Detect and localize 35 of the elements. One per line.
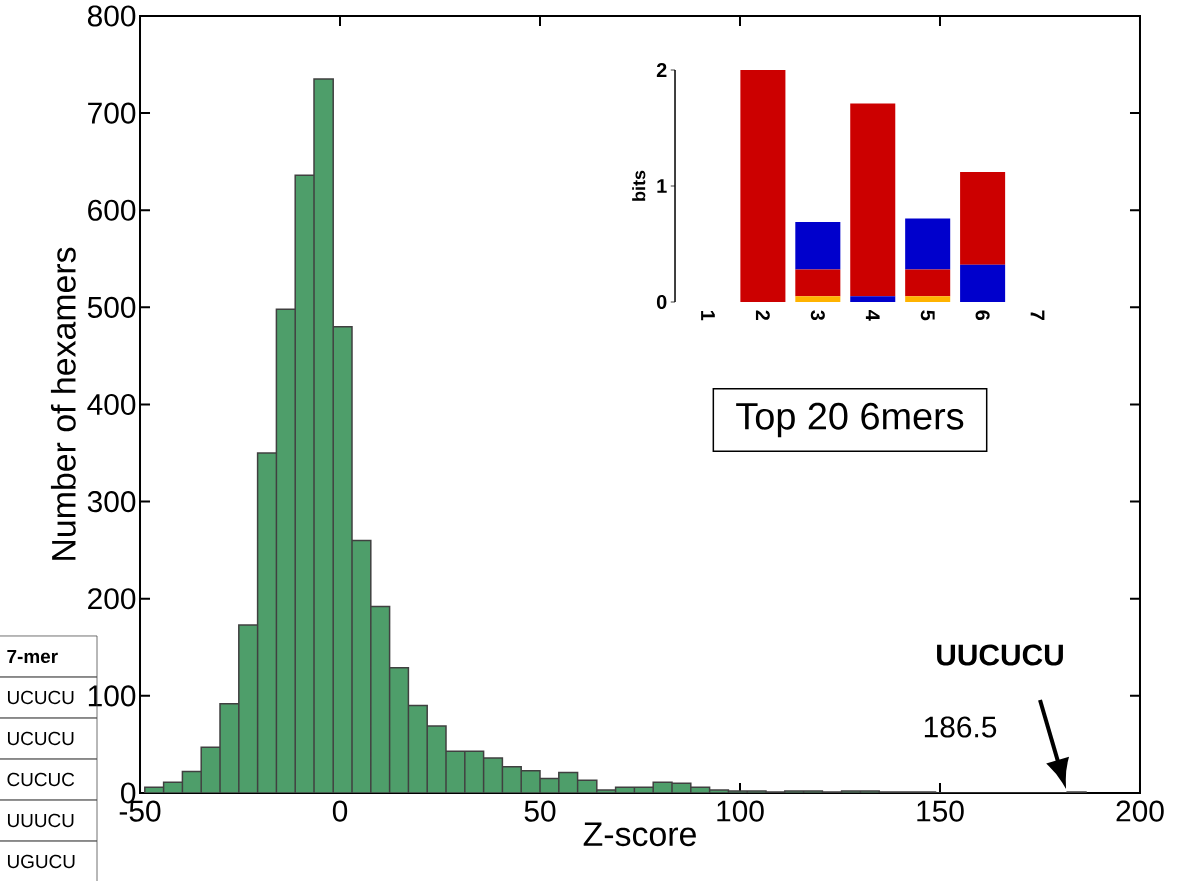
y-tick-label: 700 — [88, 102, 136, 124]
y-tick-label: 2 — [656, 63, 667, 77]
y-tick-label: 500 — [87, 296, 136, 318]
x-axis-title: Z-score — [583, 822, 696, 847]
y-tick-label: 800 — [87, 5, 136, 27]
x-tick-label: 6 — [975, 310, 990, 321]
x-tick-label: 4 — [865, 310, 880, 321]
x-tick-label: 3 — [810, 310, 825, 321]
x-tick-label: 100 — [717, 800, 764, 822]
y-tick-label: 0 — [656, 294, 667, 310]
annotation: UUCUCU — [937, 644, 1063, 666]
text: UGUCU — [7, 854, 75, 869]
text: UUUCU — [7, 813, 74, 828]
x-tick-label: 7 — [1030, 310, 1045, 320]
text: UCUCU — [7, 690, 74, 705]
text: CUCUC — [7, 772, 75, 787]
x-tick-label: 50 — [524, 800, 556, 822]
x-tick-label: 2 — [755, 310, 770, 321]
annotation: Top 20 6mers — [736, 402, 964, 438]
y-axis-title: Number of hexamers — [50, 247, 76, 560]
y-tick-label: 600 — [88, 199, 136, 221]
y-tick-label: 300 — [87, 491, 136, 513]
y-tick-label: 400 — [87, 393, 136, 416]
y-tick-label: 1 — [657, 179, 667, 193]
y-tick-label: 200 — [88, 588, 136, 610]
y-tick-label: 100 — [88, 685, 136, 707]
text: UCUCU — [7, 731, 74, 746]
text: 7-mer — [7, 649, 58, 664]
annotation: 186.5 — [924, 716, 997, 738]
x-tick-label: 1 — [701, 311, 715, 321]
x-tick-label: 5 — [920, 310, 935, 321]
y-axis-title: bits — [632, 170, 646, 201]
x-tick-label: 200 — [1116, 800, 1164, 822]
x-tick-label: 150 — [917, 800, 964, 822]
x-tick-label: 0 — [332, 800, 348, 822]
